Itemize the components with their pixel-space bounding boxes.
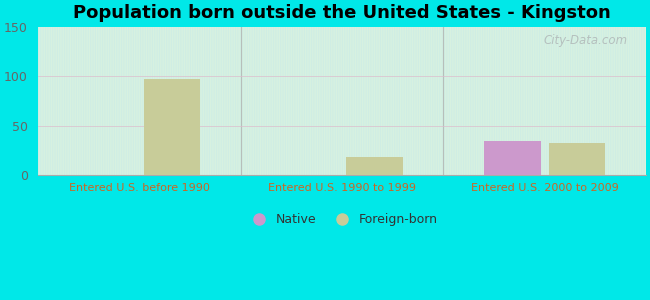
Bar [484,141,541,175]
Bar [144,79,200,175]
Bar [346,157,403,175]
Title: Population born outside the United States - Kingston: Population born outside the United State… [73,4,611,22]
Legend: Native, Foreign-born: Native, Foreign-born [241,208,443,231]
Text: City-Data.com: City-Data.com [543,34,628,47]
Bar [549,143,605,175]
